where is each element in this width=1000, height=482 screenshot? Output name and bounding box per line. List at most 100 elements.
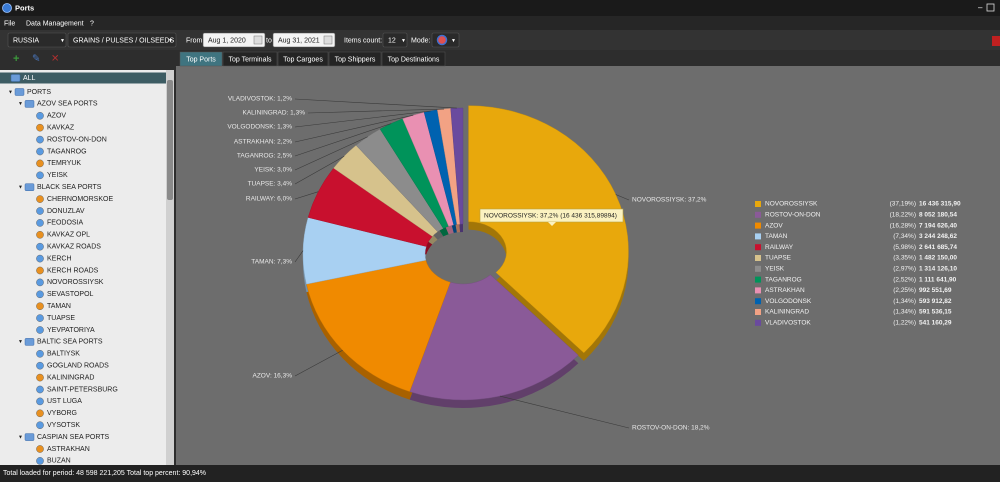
- legend-label[interactable]: NOVOROSSIYSK: [765, 201, 818, 208]
- menu-bar: [0, 16, 1000, 30]
- restore-button[interactable]: [986, 3, 995, 12]
- legend-label[interactable]: ASTRAKHAN: [765, 287, 805, 294]
- country-dropdown[interactable]: [7, 32, 67, 48]
- items-dropdown[interactable]: [382, 32, 408, 48]
- tree-item[interactable]: AZOV: [47, 113, 66, 120]
- tree-expander[interactable]: ▼: [18, 339, 23, 345]
- legend-swatch: [755, 211, 761, 218]
- cargo-dropdown-text: GRAINS / PULSES / OILSEEDS: [73, 37, 174, 44]
- legend-swatch: [755, 255, 761, 261]
- slice[interactable]: [409, 274, 579, 401]
- tree-item[interactable]: KAVKAZ: [47, 125, 75, 132]
- legend-label[interactable]: TAGANROG: [765, 276, 802, 283]
- legend-label[interactable]: KALININGRAD: [765, 309, 809, 316]
- tree-item[interactable]: SEVASTOPOL: [47, 291, 94, 298]
- minimize-button[interactable]: –: [978, 3, 983, 12]
- cargo-dropdown[interactable]: [67, 32, 177, 48]
- tree-item[interactable]: VYSOTSK: [47, 422, 80, 429]
- port-icon: [36, 219, 44, 227]
- slice[interactable]: [468, 105, 629, 354]
- from-date[interactable]: [202, 32, 266, 48]
- tab[interactable]: [277, 51, 329, 67]
- tree-item[interactable]: ROSTOV-ON-DON: [47, 136, 107, 143]
- corner-icon[interactable]: [992, 36, 1000, 46]
- add-button[interactable]: +: [13, 53, 19, 65]
- legend-label[interactable]: AZOV: [765, 222, 783, 229]
- legend-label[interactable]: VLADIVOSTOK: [765, 320, 811, 327]
- tree-item[interactable]: KERCH: [47, 255, 72, 262]
- dropdown-arrow: ▼: [60, 38, 65, 44]
- tree-item[interactable]: AZOV SEA PORTS: [37, 101, 98, 108]
- tree-item[interactable]: FEODOSIA: [47, 220, 84, 227]
- tree-item[interactable]: DONUZLAV: [47, 208, 85, 215]
- tree-item[interactable]: NOVOROSSIYSK: [47, 279, 104, 286]
- legend-percent: (2,97%): [893, 266, 916, 273]
- slice[interactable]: [306, 259, 451, 392]
- scrollbar-thumb[interactable]: [167, 80, 173, 200]
- to-date[interactable]: [272, 32, 336, 48]
- tab-label: Top Terminals: [228, 56, 272, 63]
- legend-label[interactable]: TAMAN: [765, 233, 788, 240]
- legend-label[interactable]: YEISK: [765, 266, 785, 273]
- tab[interactable]: [179, 51, 223, 67]
- menu-item[interactable]: File: [4, 20, 15, 27]
- legend-percent: (16,28%): [890, 222, 916, 229]
- port-icon: [36, 207, 44, 215]
- tab[interactable]: [328, 51, 382, 67]
- legend-label[interactable]: TUAPSE: [765, 255, 792, 262]
- tree-toolbar: [0, 50, 176, 66]
- tree-item[interactable]: ASTRAKHAN: [47, 446, 90, 453]
- tree-item[interactable]: ALL: [23, 75, 36, 82]
- tree-item[interactable]: GOGLAND ROADS: [47, 363, 109, 370]
- tree-item[interactable]: YEISK: [47, 172, 68, 179]
- port-icon: [36, 230, 44, 239]
- tree-item[interactable]: CHERNOMORSKOE: [47, 196, 113, 203]
- legend-label[interactable]: RAILWAY: [765, 244, 794, 251]
- tree-expander[interactable]: ▼: [8, 89, 13, 95]
- leader-line: [294, 136, 368, 171]
- port-icon: [36, 314, 44, 322]
- tree-item[interactable]: SAINT-PETERSBURG: [47, 386, 118, 393]
- legend-label[interactable]: VOLGODONSK: [765, 298, 812, 305]
- tree-item[interactable]: CASPIAN SEA PORTS: [37, 434, 110, 441]
- from-date-text: Aug 1, 2020: [208, 37, 246, 44]
- legend-label[interactable]: ROSTOV-ON-DON: [765, 212, 821, 219]
- to-date-text: Aug 31, 2021: [278, 37, 320, 44]
- folder-icon: [24, 183, 35, 191]
- tab[interactable]: [222, 51, 278, 67]
- menu-item[interactable]: Data Management: [26, 20, 84, 27]
- tree-item[interactable]: KAVKAZ ROADS: [47, 244, 101, 251]
- tree-expander[interactable]: ▼: [18, 101, 23, 107]
- calendar-button[interactable]: [323, 35, 333, 45]
- calendar-button[interactable]: [253, 35, 263, 45]
- tree-item[interactable]: PORTS: [27, 89, 51, 96]
- tree-item[interactable]: KALININGRAD: [47, 374, 94, 381]
- mode-icon: [436, 34, 448, 46]
- legend-value: 8 052 180,54: [919, 212, 957, 219]
- tree-expander[interactable]: ▼: [18, 434, 23, 440]
- tree-item[interactable]: BALTIC SEA PORTS: [37, 339, 103, 346]
- delete-button[interactable]: ✕: [51, 54, 59, 65]
- tree-item[interactable]: KERCH ROADS: [47, 267, 99, 274]
- tree-item[interactable]: YEVPATORIYA: [47, 327, 95, 334]
- items-dropdown-text: 12: [388, 37, 396, 44]
- port-icon: [36, 302, 44, 311]
- tree-item[interactable]: VYBORG: [47, 410, 77, 417]
- tree-item[interactable]: TEMRYUK: [47, 160, 81, 167]
- slice-label: TAGANROG: 2,5%: [237, 153, 292, 160]
- menu-item[interactable]: ?: [90, 20, 94, 27]
- tree-item[interactable]: BLACK SEA PORTS: [37, 184, 102, 191]
- tree-item[interactable]: BALTIYSK: [47, 351, 80, 358]
- dropdown-arrow: ▼: [451, 38, 456, 44]
- tree-item[interactable]: TAGANROG: [47, 148, 87, 155]
- tree-item[interactable]: TAMAN: [47, 303, 71, 310]
- legend-value: 1 482 150,00: [919, 255, 957, 262]
- tree-item[interactable]: KAVKAZ OPL: [47, 232, 90, 239]
- tree-item[interactable]: UST LUGA: [47, 398, 82, 405]
- tree-expander[interactable]: ▼: [18, 185, 23, 191]
- tree-item[interactable]: BUZAN: [47, 458, 71, 465]
- tree-item[interactable]: TUAPSE: [47, 315, 75, 322]
- status-text: Total loaded for period: 48 598 221,205 …: [3, 470, 206, 477]
- tab[interactable]: [381, 51, 446, 67]
- edit-button[interactable]: ✎: [32, 54, 40, 65]
